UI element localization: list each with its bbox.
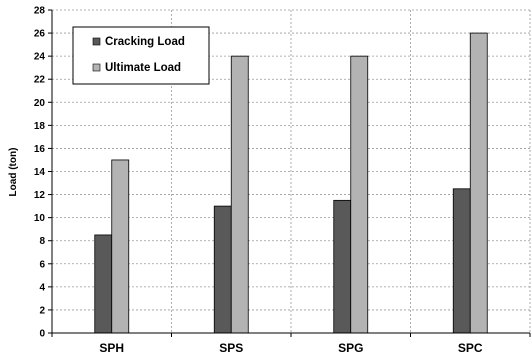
legend-label-cracking-load: Cracking Load (105, 36, 185, 48)
y-axis-title: Load (ton) (8, 148, 19, 197)
legend-label-ultimate-load: Ultimate Load (105, 62, 181, 74)
y-tick-label-4: 4 (39, 282, 45, 293)
legend-swatch-cracking-load (92, 37, 101, 46)
bar-cracking-load-spg (333, 199, 352, 334)
x-tick-labels: SPH SPS SPG SPC (99, 341, 483, 355)
axes-group (48, 9, 531, 337)
y-tick-label-16: 16 (34, 144, 46, 155)
bar-cracking-load-sps (213, 205, 232, 334)
y-tick-label-2: 2 (39, 305, 45, 316)
y-tick-label-8: 8 (39, 236, 45, 247)
y-tick-label-26: 26 (34, 29, 46, 40)
bar-cracking-load-sph (94, 234, 113, 334)
bar-ultimate-load-sph (111, 159, 130, 334)
y-tick-label-20: 20 (34, 98, 46, 109)
y-tick-label-12: 12 (34, 190, 46, 201)
y-tick-label-18: 18 (34, 121, 46, 132)
legend-swatch-ultimate-load (92, 63, 101, 72)
x-tick-label-sph: SPH (99, 341, 124, 355)
y-tick-label-22: 22 (34, 75, 46, 86)
y-tick-label-6: 6 (39, 259, 45, 270)
y-tick-label-10: 10 (34, 213, 46, 224)
y-tick-label-0: 0 (39, 329, 45, 340)
bars-group (94, 32, 488, 334)
legend: Cracking Load Ultimate Load (72, 26, 210, 85)
y-tick-label-14: 14 (34, 167, 46, 178)
legend-box (72, 26, 210, 85)
grid-lines (52, 9, 531, 333)
x-tick-label-spg: SPG (338, 341, 363, 355)
bar-ultimate-load-spc (469, 32, 488, 334)
bar-ultimate-load-sps (230, 55, 249, 334)
bar-ultimate-load-spg (350, 55, 369, 334)
x-tick-label-spc: SPC (458, 341, 483, 355)
bar-cracking-load-spc (452, 188, 471, 334)
y-tick-label-24: 24 (34, 52, 46, 63)
x-tick-label-sps: SPS (219, 341, 243, 355)
y-tick-label-28: 28 (34, 6, 46, 17)
